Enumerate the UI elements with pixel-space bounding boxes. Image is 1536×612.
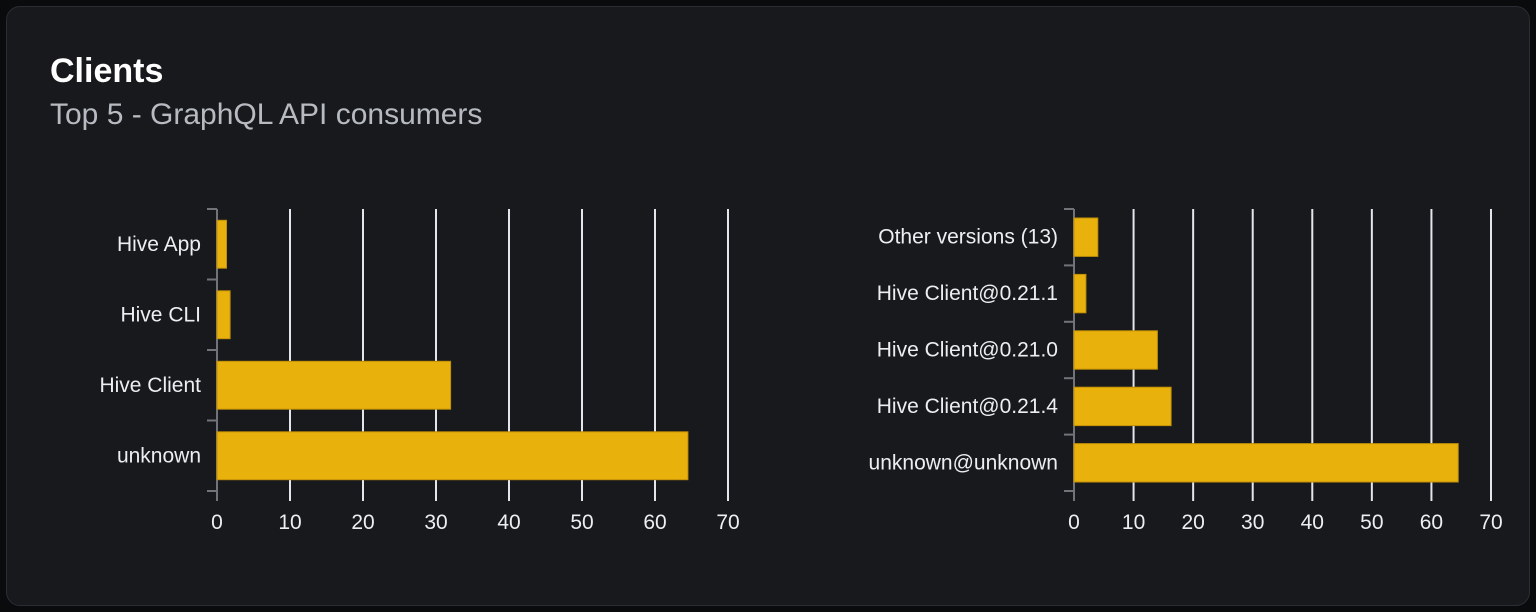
clients-by-name-chart: Hive App Hive CLI Hive Client unknown 0 10 20 3… — [7, 197, 769, 569]
x-tick-label: 20 — [1181, 511, 1204, 534]
x-tick-label: 50 — [1360, 511, 1383, 534]
category-label: Hive App — [117, 233, 201, 256]
x-tick-label: 20 — [351, 511, 374, 534]
charts-row: Hive App Hive CLI Hive Client unknown 0 10 20 3… — [7, 197, 1531, 569]
x-tick-label: 30 — [424, 511, 447, 534]
bar — [216, 219, 227, 269]
clients-card: Clients Top 5 - GraphQL API consumers Hi… — [6, 6, 1530, 606]
card-title: Clients — [50, 52, 164, 90]
bar — [216, 360, 452, 410]
category-label: Hive Client@0.21.4 — [877, 395, 1059, 418]
x-tick-label: 60 — [1420, 511, 1443, 534]
x-tick-label: 70 — [1479, 511, 1502, 534]
x-tick-label: 70 — [716, 511, 739, 534]
bar — [216, 290, 231, 340]
x-tick-label: 30 — [1241, 511, 1264, 534]
bar — [1073, 443, 1459, 483]
bar — [1073, 273, 1087, 314]
category-label: Hive Client — [99, 374, 201, 397]
x-tick-label: 10 — [278, 511, 301, 534]
category-label: unknown@unknown — [869, 451, 1058, 474]
category-label: Hive CLI — [120, 303, 201, 326]
x-tick-label: 60 — [643, 511, 666, 534]
x-tick-label: 0 — [211, 511, 223, 534]
card-subtitle: Top 5 - GraphQL API consumers — [50, 98, 483, 131]
x-tick-label: 0 — [1068, 511, 1080, 534]
x-tick-label: 40 — [497, 511, 520, 534]
category-label: Hive Client@0.21.1 — [877, 282, 1058, 305]
x-tick-label: 40 — [1301, 511, 1324, 534]
bar — [216, 431, 689, 481]
category-label: Hive Client@0.21.0 — [877, 339, 1058, 362]
x-tick-label: 10 — [1122, 511, 1145, 534]
bar — [1073, 217, 1099, 257]
category-label: Other versions (13) — [878, 226, 1058, 249]
bar — [1073, 386, 1172, 427]
clients-by-version-chart: Other versions (13) Hive Client@0.21.1 Hiv… — [769, 197, 1531, 569]
bar — [1073, 330, 1158, 370]
x-tick-label: 50 — [570, 511, 593, 534]
category-label: unknown — [117, 444, 201, 467]
